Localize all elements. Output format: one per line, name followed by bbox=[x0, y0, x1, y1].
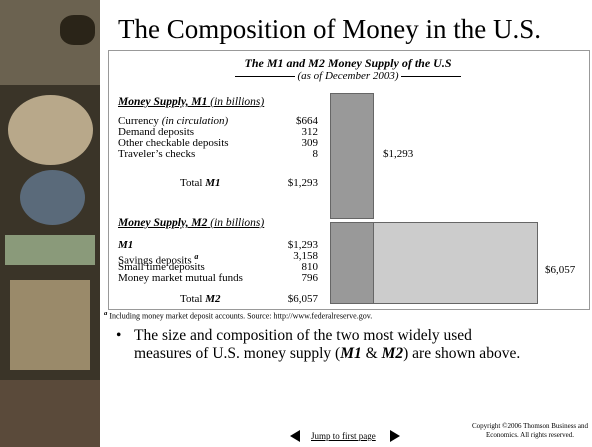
row-value: $664 bbox=[296, 115, 318, 127]
row-value: $1,293 bbox=[287, 239, 318, 251]
bullet-text: ) are shown above. bbox=[403, 345, 521, 362]
section-heading: Money Supply, M2 (in billions) bbox=[118, 217, 265, 229]
row-label-text: Money market mutual funds bbox=[118, 272, 243, 284]
row-value: 3,158 bbox=[293, 250, 318, 262]
row-label-text: Savings deposits bbox=[118, 254, 192, 267]
nav-link[interactable]: Jump to first page bbox=[311, 431, 376, 441]
bullet: • The size and composition of the two mo… bbox=[116, 327, 521, 362]
row-label: Demand deposits bbox=[118, 127, 194, 138]
panel bbox=[108, 50, 590, 310]
row-value: 8 bbox=[312, 148, 319, 160]
row-label: Other checkable deposits bbox=[118, 138, 229, 149]
total-text: Total bbox=[180, 293, 203, 305]
m2-bar-m1-part bbox=[330, 222, 374, 304]
m2-bar bbox=[373, 222, 538, 304]
row-value: 312 bbox=[301, 126, 319, 138]
row-label: Money market mutual funds bbox=[118, 273, 243, 284]
heading-text: Money Supply, M2 bbox=[118, 217, 208, 229]
section-heading: Money Supply, M1 (in billions) bbox=[118, 96, 265, 108]
row-label: Savings deposits a bbox=[118, 251, 198, 267]
total-name: M1 bbox=[205, 177, 221, 189]
nav-prev-arrow[interactable] bbox=[290, 430, 300, 442]
copyright-line: Economics. All rights reserved. bbox=[485, 431, 575, 439]
copyright-line: Copyright ©2006 Thomson Business and bbox=[471, 422, 589, 430]
panel-title: The M1 and M2 Money Supply of the U.S bbox=[244, 56, 452, 70]
heading-unit: (in billions) bbox=[210, 96, 265, 108]
row-value: 309 bbox=[301, 137, 319, 149]
bullet-text: & bbox=[361, 345, 382, 362]
total-name: M2 bbox=[205, 293, 221, 305]
m1-bar-label: $1,293 bbox=[383, 148, 414, 160]
row-label-text: Small time deposits bbox=[118, 261, 205, 273]
row-note: a bbox=[194, 252, 199, 261]
row-note: (in circulation) bbox=[161, 115, 229, 127]
row-label-text: Traveler’s checks bbox=[118, 148, 196, 160]
total-label: Total M2 bbox=[180, 294, 220, 305]
footnote-text: Including money market deposit accounts.… bbox=[109, 311, 373, 321]
nav-next-arrow[interactable] bbox=[390, 430, 400, 442]
m2-bar-label: $6,057 bbox=[545, 264, 576, 276]
row-label-text: Demand deposits bbox=[118, 126, 195, 138]
heading-unit: (in billions) bbox=[210, 217, 265, 229]
row-label-text: Currency bbox=[118, 115, 159, 127]
bullet-text: The size and composition of the two most… bbox=[134, 327, 472, 344]
slide-title: The Composition of Money in the U.S. bbox=[118, 14, 541, 44]
total-value: $1,293 bbox=[287, 177, 318, 189]
heading-text: Money Supply, M1 bbox=[118, 96, 208, 108]
total-text: Total bbox=[180, 177, 203, 189]
total-label: Total M1 bbox=[180, 178, 220, 189]
row-label: Currency (in circulation) bbox=[118, 116, 228, 127]
bullet-em: M1 bbox=[340, 345, 362, 362]
subtitle-text: (as of December 2003) bbox=[297, 70, 399, 82]
row-label-text: M1 bbox=[118, 239, 134, 251]
bullet-em: M2 bbox=[381, 345, 404, 362]
copyright: Copyright ©2006 Thomson Business and Econ… bbox=[470, 422, 590, 440]
footnote-marker: a bbox=[104, 310, 108, 317]
panel-subtitle: (as of December 2003) bbox=[108, 70, 588, 82]
total-value: $6,057 bbox=[287, 293, 318, 305]
row-label: M1 bbox=[118, 240, 133, 251]
row-label-text: Other checkable deposits bbox=[118, 137, 229, 149]
row-label: Traveler’s checks bbox=[118, 149, 195, 160]
row-value: 796 bbox=[301, 272, 319, 284]
bullet-text: measures of U.S. money supply ( bbox=[134, 345, 341, 362]
decorative-strip bbox=[0, 0, 100, 447]
m1-bar bbox=[330, 93, 374, 219]
footnote: a Including money market deposit account… bbox=[104, 310, 372, 321]
row-label: Small time deposits bbox=[118, 262, 205, 273]
row-value: 810 bbox=[301, 261, 319, 273]
